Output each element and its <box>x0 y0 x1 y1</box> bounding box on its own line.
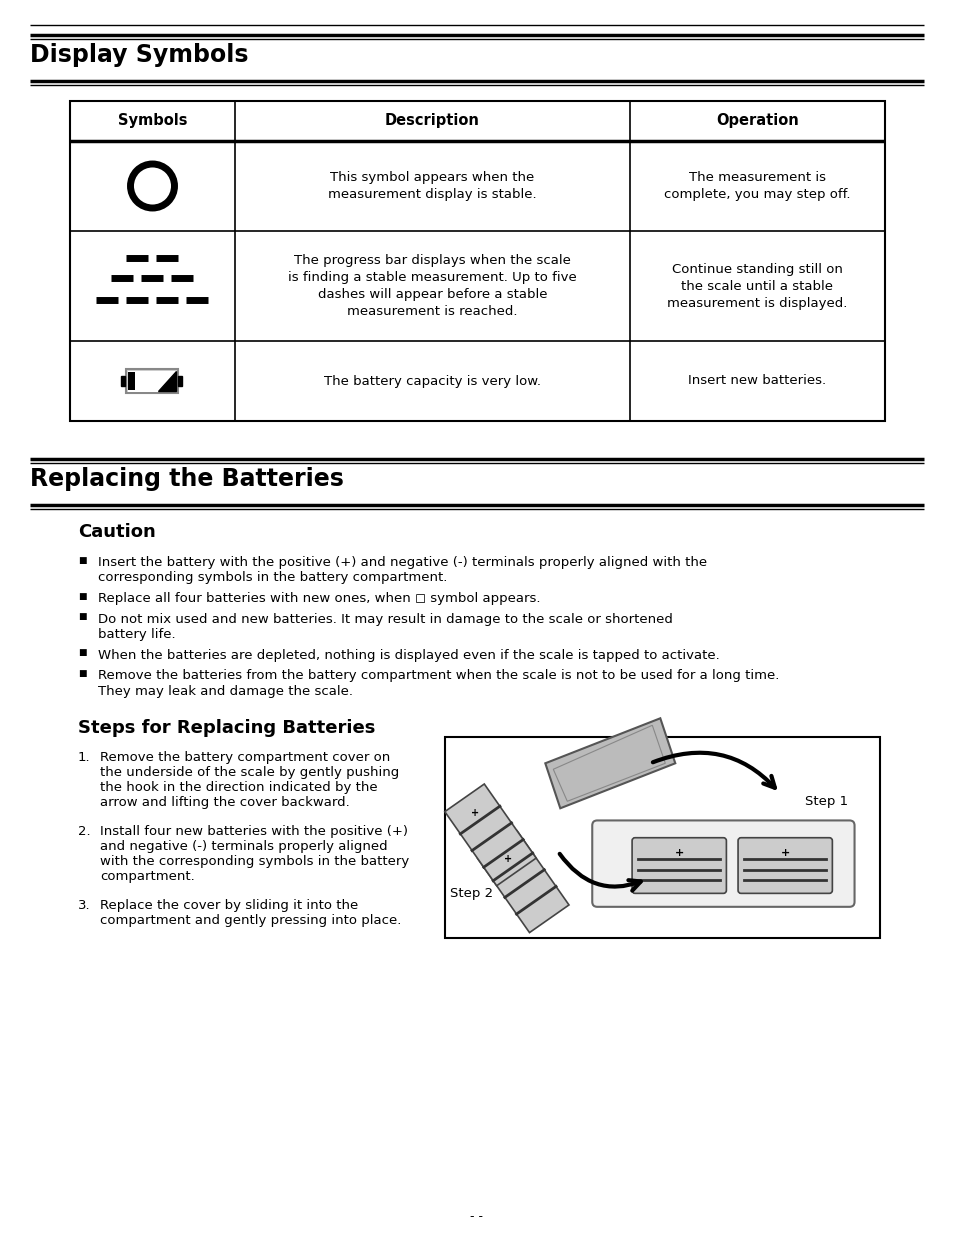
Text: Replacing the Batteries: Replacing the Batteries <box>30 467 343 492</box>
Text: This symbol appears when the
measurement display is stable.: This symbol appears when the measurement… <box>328 170 537 201</box>
Text: Remove the battery compartment cover on: Remove the battery compartment cover on <box>100 751 390 764</box>
Text: Step 1: Step 1 <box>804 795 847 808</box>
Text: Step 2: Step 2 <box>450 887 493 900</box>
Text: 1.: 1. <box>78 751 91 764</box>
Text: Display Symbols: Display Symbols <box>30 43 248 67</box>
FancyBboxPatch shape <box>738 837 832 893</box>
Text: +: + <box>503 855 511 864</box>
Text: ■: ■ <box>78 648 87 657</box>
Bar <box>444 737 879 939</box>
Text: the hook in the direction indicated by the: the hook in the direction indicated by t… <box>100 781 377 794</box>
Text: battery life.: battery life. <box>98 629 175 641</box>
Text: arrow and lifting the cover backward.: arrow and lifting the cover backward. <box>100 797 350 809</box>
Text: ■: ■ <box>78 613 87 621</box>
Text: corresponding symbols in the battery compartment.: corresponding symbols in the battery com… <box>98 572 447 584</box>
Text: Description: Description <box>385 114 479 128</box>
Text: Caution: Caution <box>78 522 155 541</box>
Text: When the batteries are depleted, nothing is displayed even if the scale is tappe: When the batteries are depleted, nothing… <box>98 648 719 662</box>
Bar <box>128 370 177 391</box>
Text: compartment.: compartment. <box>100 869 194 883</box>
Text: ■: ■ <box>78 556 87 564</box>
Text: the underside of the scale by gently pushing: the underside of the scale by gently pus… <box>100 766 399 779</box>
Text: Remove the batteries from the battery compartment when the scale is not to be us: Remove the batteries from the battery co… <box>98 669 779 682</box>
Text: +: + <box>780 848 789 858</box>
Polygon shape <box>545 719 675 808</box>
Text: They may leak and damage the scale.: They may leak and damage the scale. <box>98 684 353 698</box>
Polygon shape <box>158 370 176 391</box>
Text: Install four new batteries with the positive (+): Install four new batteries with the posi… <box>100 825 408 839</box>
FancyBboxPatch shape <box>632 837 725 893</box>
Text: +: + <box>674 848 683 858</box>
Text: - -: - - <box>470 1210 483 1223</box>
Bar <box>70 101 884 421</box>
Text: 2.: 2. <box>78 825 91 839</box>
Text: Operation: Operation <box>716 114 798 128</box>
Text: ■: ■ <box>78 592 87 601</box>
Text: Replace all four batteries with new ones, when ◻ symbol appears.: Replace all four batteries with new ones… <box>98 592 540 605</box>
Text: Do not mix used and new batteries. It may result in damage to the scale or short: Do not mix used and new batteries. It ma… <box>98 613 672 625</box>
Text: Steps for Replacing Batteries: Steps for Replacing Batteries <box>78 719 375 737</box>
Text: The progress bar displays when the scale
is finding a stable measurement. Up to : The progress bar displays when the scale… <box>288 254 577 317</box>
Text: Symbols: Symbols <box>117 114 187 128</box>
Bar <box>178 377 182 385</box>
Text: and negative (-) terminals properly aligned: and negative (-) terminals properly alig… <box>100 840 387 853</box>
Text: The measurement is
complete, you may step off.: The measurement is complete, you may ste… <box>663 170 850 201</box>
Text: Replace the cover by sliding it into the: Replace the cover by sliding it into the <box>100 899 358 911</box>
Text: with the corresponding symbols in the battery: with the corresponding symbols in the ba… <box>100 855 409 868</box>
Bar <box>129 372 135 390</box>
Text: +: + <box>471 808 478 818</box>
Text: Continue standing still on
the scale until a stable
measurement is displayed.: Continue standing still on the scale unt… <box>666 263 847 310</box>
FancyBboxPatch shape <box>592 820 854 906</box>
Text: compartment and gently pressing into place.: compartment and gently pressing into pla… <box>100 914 401 927</box>
Bar <box>127 369 178 393</box>
Text: Insert the battery with the positive (+) and negative (-) terminals properly ali: Insert the battery with the positive (+)… <box>98 556 706 569</box>
Text: ■: ■ <box>78 669 87 678</box>
Text: Insert new batteries.: Insert new batteries. <box>688 374 825 388</box>
Text: 3.: 3. <box>78 899 91 911</box>
Polygon shape <box>444 784 536 885</box>
Polygon shape <box>477 831 568 932</box>
Bar <box>121 377 126 385</box>
Text: The battery capacity is very low.: The battery capacity is very low. <box>324 374 540 388</box>
